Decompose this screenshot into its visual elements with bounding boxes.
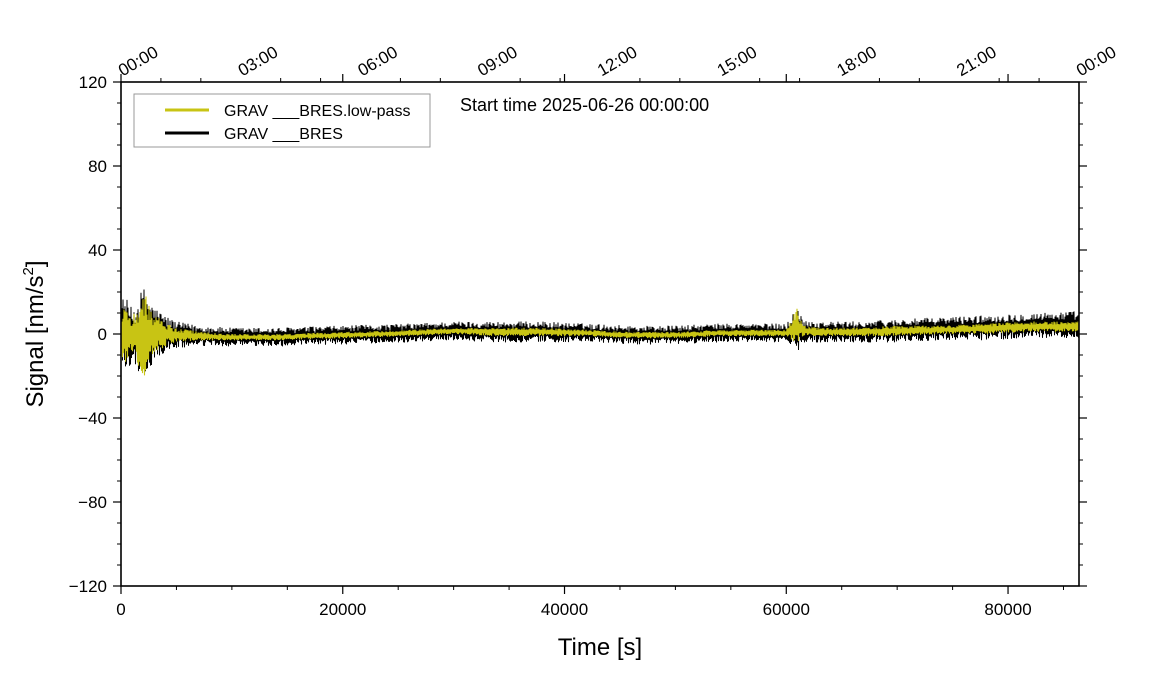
start-time-annotation: Start time 2025-06-26 00:00:00 xyxy=(460,95,709,115)
top-time-tick-label: 21:00 xyxy=(953,42,999,80)
y-axis-title-superscript: 2 xyxy=(20,267,37,275)
legend-label-raw: GRAV ___BRES xyxy=(224,126,343,143)
legend-label-low-pass: GRAV ___BRES.low-pass xyxy=(224,103,410,120)
y-tick-label: 40 xyxy=(88,241,107,260)
series-layer xyxy=(120,289,1080,376)
x-axis-title: Time [s] xyxy=(558,634,642,661)
top-time-tick-label: 00:00 xyxy=(1073,42,1119,80)
y-tick-label: −120 xyxy=(69,577,107,596)
top-time-tick-label: 09:00 xyxy=(474,42,520,80)
y-tick-label: 80 xyxy=(88,157,107,176)
top-time-tick-label: 15:00 xyxy=(714,42,760,80)
legend-box xyxy=(133,93,431,148)
y-tick-label: 120 xyxy=(79,73,107,92)
top-time-tick-label: 00:00 xyxy=(115,42,161,80)
top-time-tick-label: 12:00 xyxy=(594,42,640,80)
top-time-tick-label: 18:00 xyxy=(834,42,880,80)
top-time-tick-label: 03:00 xyxy=(235,42,281,80)
x-tick-label: 20000 xyxy=(319,600,366,619)
top-time-tick-label: 06:00 xyxy=(355,42,401,80)
series-line-low-pass xyxy=(120,296,1080,376)
y-tick-label: −40 xyxy=(78,409,107,428)
legend: GRAV ___BRES.low-pass GRAV ___BRES xyxy=(133,93,431,148)
y-axis-title: Signal [nm/s2] xyxy=(20,260,49,407)
x-tick-label: 0 xyxy=(116,600,125,619)
x-tick-label: 40000 xyxy=(541,600,588,619)
y-tick-label: 0 xyxy=(98,325,107,344)
y-tick-label: −80 xyxy=(78,493,107,512)
x-tick-label: 80000 xyxy=(984,600,1031,619)
x-tick-label: 60000 xyxy=(763,600,810,619)
